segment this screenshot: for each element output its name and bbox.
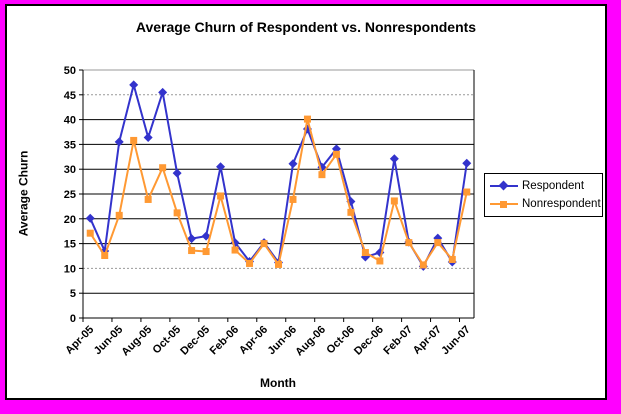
nonrespondent-marker [361,249,369,257]
nonrespondent-marker [188,247,196,255]
y-axis-title: Average Churn [16,150,31,237]
x-tick-label: Dec-05 [178,324,212,358]
x-tick-label: Aug-05 [119,324,154,359]
respondent-marker [201,231,211,241]
nonrespondent-marker [130,136,138,144]
nonrespondent-marker [289,195,297,203]
square-marker-icon [500,200,507,208]
nonrespondent-marker [347,208,355,216]
y-tick-label: 10 [64,263,76,275]
x-tick-label: Dec-06 [352,324,386,358]
nonrespondent-marker [463,188,471,196]
respondent-marker [462,158,472,168]
nonrespondent-marker [101,252,109,260]
y-tick-label: 15 [64,239,76,251]
nonrespondent-marker [405,239,413,247]
y-tick-label: 40 [64,115,76,127]
respondent-marker [158,87,168,97]
nonrespondent-marker [173,209,181,217]
nonrespondent-marker [434,239,442,247]
legend-label-respondent: Respondent [522,180,585,192]
respondent-marker [85,213,95,223]
x-tick-label: Feb-07 [381,324,415,358]
respondent-marker [389,154,399,164]
nonrespondent-marker [260,240,268,248]
respondent-marker [187,234,197,244]
plot-area: 05101520253035404550Apr-05Jun-05Aug-05Oc… [63,65,475,359]
y-tick-label: 5 [70,288,76,300]
nonrespondent-marker [448,255,456,263]
x-tick-label: Apr-05 [63,324,96,357]
x-tick-label: Feb-06 [208,324,242,358]
respondent-marker [129,80,139,90]
chart-canvas: Average Churn of Respondent vs. Nonrespo… [5,4,607,400]
x-tick-label: Apr-06 [237,324,270,357]
nonrespondent-marker [376,257,384,265]
respondent-marker [143,132,153,142]
y-tick-label: 0 [70,313,76,325]
nonrespondent-marker [246,259,254,267]
nonrespondent-marker [86,229,94,237]
y-tick-label: 35 [64,139,76,151]
legend-item-nonrespondent: Nonrespondent [490,198,602,210]
nonrespondent-marker [144,195,152,203]
legend: Respondent Nonrespondent [484,173,603,217]
nonrespondent-marker [332,150,340,158]
nonrespondent-marker [275,260,282,268]
x-tick-label: Oct-05 [151,324,184,357]
respondent-marker [288,159,298,169]
x-tick-label: Aug-06 [293,324,328,359]
nonrespondent-marker [231,246,239,254]
chart-title: Average Churn of Respondent vs. Nonrespo… [135,19,477,35]
nonrespondent-marker [202,248,210,256]
legend-item-respondent: Respondent [490,180,602,192]
x-tick-label: Oct-06 [324,324,357,357]
x-tick-label: Apr-07 [411,324,444,357]
y-tick-label: 45 [64,90,76,102]
nonrespondent-marker [303,115,311,123]
nonrespondent-marker [318,171,326,179]
respondent-marker [172,168,182,178]
nonrespondent-marker [217,192,225,200]
x-tick-label: Jun-07 [439,324,473,358]
x-axis-title: Month [260,376,296,390]
nonrespondent-marker [115,211,123,219]
y-tick-label: 30 [64,164,76,176]
respondent-swatch [490,180,518,192]
respondent-marker [114,137,124,147]
legend-label-nonrespondent: Nonrespondent [522,198,601,210]
respondent-marker [216,162,226,172]
y-tick-label: 25 [64,189,76,201]
nonrespondent-marker [419,261,427,269]
nonrespondent-swatch [490,198,518,210]
diamond-marker-icon [498,180,509,191]
nonrespondent-marker [159,164,167,172]
nonrespondent-marker [390,197,398,205]
y-tick-label: 20 [64,214,76,226]
y-tick-label: 50 [64,65,76,77]
